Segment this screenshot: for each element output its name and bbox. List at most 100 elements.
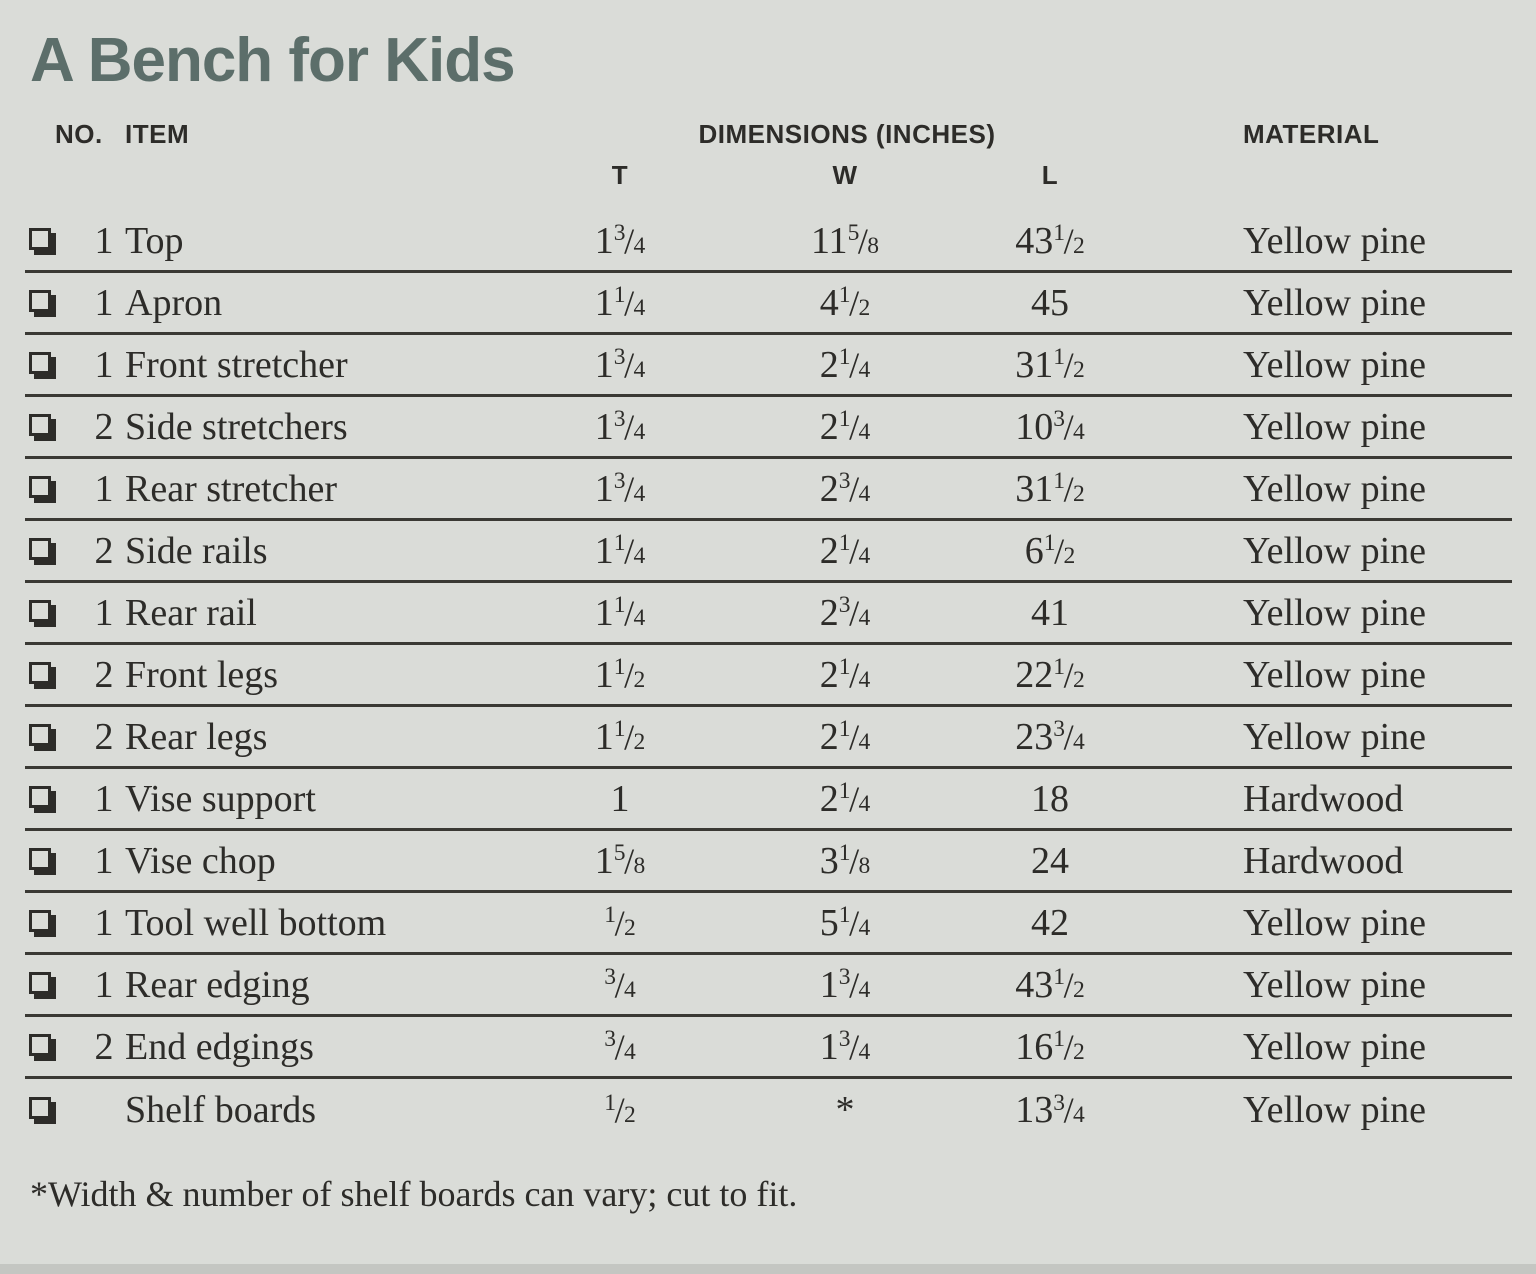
quantity-cell: 1 bbox=[94, 777, 114, 820]
checkbox-icon bbox=[29, 1033, 51, 1056]
thickness-cell: 3/4 bbox=[604, 1026, 636, 1067]
checkbox-icon bbox=[29, 351, 51, 374]
checkbox-cell bbox=[25, 351, 70, 374]
checkbox-icon bbox=[29, 475, 51, 498]
thickness-cell: 11/4 bbox=[594, 281, 646, 324]
width-cell: 21/4 bbox=[819, 343, 871, 386]
checkbox-cell bbox=[25, 537, 70, 560]
footnote: *Width & number of shelf boards can vary… bbox=[30, 1174, 798, 1215]
checkbox-icon bbox=[29, 785, 51, 808]
item-name-cell: Vise chop bbox=[125, 839, 276, 882]
length-cell: 221/2 bbox=[1015, 653, 1085, 696]
width-cell: 21/4 bbox=[819, 405, 871, 448]
length-cell: 431/2 bbox=[1015, 219, 1085, 262]
checkbox-cell bbox=[25, 413, 70, 436]
column-header-item: ITEM bbox=[125, 119, 190, 149]
material-cell: Yellow pine bbox=[1243, 405, 1426, 448]
checkbox-cell bbox=[25, 723, 70, 746]
thickness-cell: 15/8 bbox=[594, 839, 646, 882]
width-cell: 31/8 bbox=[819, 839, 871, 882]
table-row: 1 Tool well bottom 1/2 51/4 42 Yellow pi… bbox=[25, 893, 1512, 956]
table-header-row: NO. ITEM DIMENSIONS (INCHES) MATERIAL bbox=[25, 120, 1512, 149]
item-name-cell: Tool well bottom bbox=[125, 901, 387, 944]
quantity-cell: 2 bbox=[94, 529, 114, 572]
thickness-cell: 13/4 bbox=[594, 219, 646, 262]
thickness-cell: 13/4 bbox=[594, 405, 646, 448]
checkbox-icon bbox=[29, 723, 51, 746]
quantity-cell: 1 bbox=[94, 591, 114, 634]
table-row: 1 Vise chop 15/8 31/8 24 Hardwood bbox=[25, 831, 1512, 894]
checkbox-icon bbox=[29, 909, 51, 932]
item-name-cell: Rear rail bbox=[125, 591, 257, 634]
material-cell: Yellow pine bbox=[1243, 901, 1426, 944]
material-cell: Yellow pine bbox=[1243, 343, 1426, 386]
material-cell: Yellow pine bbox=[1243, 591, 1426, 634]
quantity-cell: 1 bbox=[94, 901, 114, 944]
width-cell: 13/4 bbox=[819, 1025, 871, 1068]
column-header-width: W bbox=[832, 159, 858, 190]
column-header-material: MATERIAL bbox=[1243, 119, 1380, 149]
width-cell: 51/4 bbox=[819, 901, 871, 944]
checkbox-icon bbox=[29, 1097, 51, 1120]
material-cell: Yellow pine bbox=[1243, 963, 1426, 1006]
width-cell: 13/4 bbox=[819, 963, 871, 1006]
table-row: 1 Rear edging 3/4 13/4 431/2 Yellow pine bbox=[25, 955, 1512, 1018]
table-row: 2 Rear legs 11/2 21/4 233/4 Yellow pine bbox=[25, 707, 1512, 770]
item-name-cell: Apron bbox=[125, 281, 223, 324]
checkbox-cell bbox=[25, 909, 70, 932]
length-cell: 61/2 bbox=[1024, 529, 1076, 572]
length-cell: 24 bbox=[1031, 839, 1069, 882]
checkbox-icon bbox=[29, 847, 51, 870]
table-row: 2 End edgings 3/4 13/4 161/2 Yellow pine bbox=[25, 1017, 1512, 1080]
width-cell: * bbox=[835, 1089, 855, 1132]
material-cell: Yellow pine bbox=[1243, 281, 1426, 324]
length-cell: 311/2 bbox=[1015, 467, 1085, 510]
item-name-cell: Shelf boards bbox=[125, 1089, 317, 1132]
thickness-cell: 11/4 bbox=[594, 529, 646, 572]
checkbox-cell bbox=[25, 599, 70, 622]
length-cell: 42 bbox=[1031, 901, 1069, 944]
material-cell: Hardwood bbox=[1243, 777, 1404, 820]
material-cell: Yellow pine bbox=[1243, 1089, 1426, 1132]
table-row: 1 Apron 11/4 41/2 45 Yellow pine bbox=[25, 273, 1512, 336]
checkbox-cell bbox=[25, 475, 70, 498]
material-cell: Yellow pine bbox=[1243, 467, 1426, 510]
quantity-cell: 1 bbox=[94, 839, 114, 882]
quantity-cell: 1 bbox=[94, 281, 114, 324]
checkbox-cell bbox=[25, 1097, 70, 1120]
material-cell: Yellow pine bbox=[1243, 653, 1426, 696]
width-cell: 41/2 bbox=[819, 281, 871, 324]
thickness-cell: 1/2 bbox=[604, 1089, 636, 1131]
length-cell: 41 bbox=[1031, 591, 1069, 634]
table-subheader-row: T W L bbox=[25, 159, 1512, 190]
checkbox-cell bbox=[25, 785, 70, 808]
page-bottom-edge bbox=[0, 1264, 1536, 1274]
column-header-thickness: T bbox=[611, 159, 629, 190]
material-cell: Yellow pine bbox=[1243, 219, 1426, 262]
quantity-cell: 1 bbox=[94, 219, 114, 262]
checkbox-icon bbox=[29, 661, 51, 684]
column-header-no: NO. bbox=[55, 119, 103, 149]
thickness-cell: 11/2 bbox=[594, 715, 646, 758]
checkbox-icon bbox=[29, 971, 51, 994]
quantity-cell: 2 bbox=[94, 653, 114, 696]
table-row: 2 Side rails 11/4 21/4 61/2 Yellow pine bbox=[25, 521, 1512, 584]
checkbox-icon bbox=[29, 289, 51, 312]
length-cell: 431/2 bbox=[1015, 963, 1085, 1006]
length-cell: 18 bbox=[1031, 777, 1069, 820]
item-name-cell: Rear edging bbox=[125, 963, 310, 1006]
material-cell: Yellow pine bbox=[1243, 715, 1426, 758]
item-name-cell: Front stretcher bbox=[125, 343, 348, 386]
item-name-cell: Top bbox=[125, 219, 184, 262]
length-cell: 161/2 bbox=[1015, 1025, 1085, 1068]
material-cell: Hardwood bbox=[1243, 839, 1404, 882]
thickness-cell: 13/4 bbox=[594, 343, 646, 386]
table-row: 1 Front stretcher 13/4 21/4 311/2 Yellow… bbox=[25, 335, 1512, 398]
width-cell: 21/4 bbox=[819, 653, 871, 696]
width-cell: 115/8 bbox=[810, 219, 880, 262]
length-cell: 45 bbox=[1031, 281, 1069, 324]
material-cell: Yellow pine bbox=[1243, 529, 1426, 572]
cut-list-table: 1 Top 13/4 115/8 431/2 Yellow pine 1 Apr… bbox=[0, 211, 1536, 1141]
thickness-cell: 1/2 bbox=[604, 902, 636, 943]
thickness-cell: 1 bbox=[610, 777, 630, 820]
